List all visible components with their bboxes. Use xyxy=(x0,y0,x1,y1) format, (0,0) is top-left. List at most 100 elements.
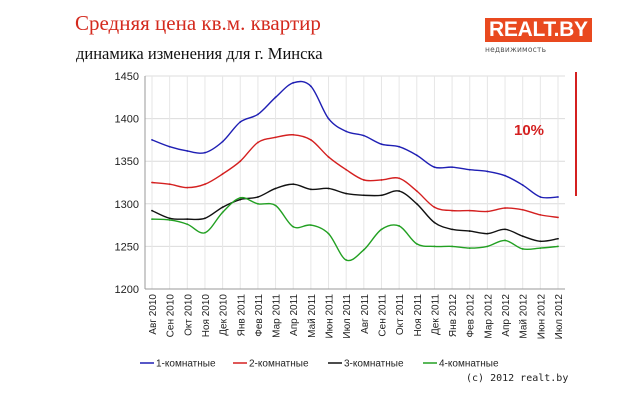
x-tick-label: Окт 2011 xyxy=(395,294,406,336)
data-point xyxy=(274,204,277,207)
x-tick-label: Окт 2010 xyxy=(183,294,194,336)
data-point xyxy=(274,136,277,139)
x-tick-label: Ноя 2010 xyxy=(201,294,212,338)
data-point xyxy=(380,143,383,146)
data-point xyxy=(468,168,471,171)
data-point xyxy=(362,179,365,181)
data-point xyxy=(345,168,348,171)
data-point xyxy=(186,223,189,226)
data-point xyxy=(204,231,206,234)
series-lines xyxy=(151,80,559,262)
data-point xyxy=(327,187,330,190)
data-point xyxy=(327,232,330,235)
x-tick-label: Авг 2010 xyxy=(148,294,159,335)
x-tick-label: Фев 2012 xyxy=(466,294,477,338)
series-line-4 xyxy=(151,196,559,262)
y-tick-label: 1300 xyxy=(115,199,139,211)
data-point xyxy=(451,228,453,231)
logo-name: REALT.BY xyxy=(485,18,592,42)
legend-label: 3-комнатные xyxy=(344,359,404,370)
x-tick-label: Фев 2011 xyxy=(254,294,265,337)
data-point xyxy=(415,154,418,157)
data-point xyxy=(204,151,206,154)
data-point xyxy=(398,177,401,180)
x-tick-label: Мар 2012 xyxy=(483,294,494,339)
data-point xyxy=(521,184,524,186)
data-point xyxy=(239,160,242,163)
data-point xyxy=(257,113,259,116)
data-point xyxy=(398,190,401,192)
data-point xyxy=(539,213,542,216)
data-point xyxy=(168,219,171,221)
data-point xyxy=(415,242,418,245)
data-point xyxy=(468,209,471,212)
x-tick-label: Дек 2010 xyxy=(219,294,230,336)
data-point xyxy=(274,96,277,99)
y-tick-label: 1350 xyxy=(115,156,139,168)
data-point xyxy=(398,225,401,227)
data-point xyxy=(274,187,277,190)
data-point xyxy=(292,183,295,186)
legend-label: 2-комнатные xyxy=(249,359,309,370)
legend-label: 1-комнатные xyxy=(156,359,216,370)
data-point xyxy=(186,218,189,221)
data-point xyxy=(468,247,471,250)
data-point xyxy=(309,85,312,88)
chart-title: Средняя цена кв.м. квартир xyxy=(75,11,321,35)
data-point xyxy=(504,239,506,242)
legend-label: 4-комнатные xyxy=(439,359,499,370)
data-point xyxy=(221,206,224,209)
data-point xyxy=(327,117,330,120)
data-point xyxy=(309,224,312,227)
data-point xyxy=(257,202,259,205)
x-tick-label: Май 2011 xyxy=(307,294,318,338)
data-point xyxy=(257,141,259,144)
x-axis: Авг 2010 Сен 2010 Окт 2010 Ноя 2010 Дек 2010… xyxy=(145,288,565,340)
series-line-3 xyxy=(151,183,559,243)
data-point xyxy=(345,130,348,133)
data-point xyxy=(362,134,365,137)
data-point xyxy=(486,245,489,248)
data-point xyxy=(221,140,224,143)
y-tick-label: 1400 xyxy=(115,114,139,126)
realt-logo[interactable]: REALT.BY недвижимость xyxy=(485,18,592,60)
data-point xyxy=(521,208,524,211)
data-point xyxy=(557,237,559,240)
data-point xyxy=(292,225,295,228)
data-point xyxy=(521,235,524,238)
plot-area xyxy=(145,76,565,289)
data-point xyxy=(168,183,171,186)
x-tick-label: Сен 2010 xyxy=(166,294,177,338)
data-point xyxy=(327,156,330,158)
x-tick-label: Июл 2012 xyxy=(554,294,565,340)
x-tick-label: Сен 2011 xyxy=(377,294,388,337)
data-point xyxy=(504,174,506,177)
annotation-label: 10% xyxy=(514,122,544,139)
data-point xyxy=(292,133,295,136)
data-point xyxy=(345,192,348,195)
logo-tagline: недвижимость xyxy=(485,45,547,54)
data-point xyxy=(398,145,401,148)
data-point xyxy=(309,188,312,191)
data-point xyxy=(151,209,153,212)
data-point xyxy=(186,150,189,152)
chart-subtitle: динамика изменения для г. Минска xyxy=(76,44,323,63)
data-point xyxy=(204,183,206,186)
data-point xyxy=(257,196,259,198)
series-line-1 xyxy=(151,80,559,199)
data-point xyxy=(151,139,153,141)
data-point xyxy=(521,248,524,250)
y-axis: 1200 1250 1300 1350 1400 1450 xyxy=(115,71,146,296)
data-point xyxy=(504,207,506,209)
data-point xyxy=(151,218,153,221)
legend: 1-комнатные 2-комнатные 3-комнатные 4-комна… xyxy=(140,359,499,370)
data-point xyxy=(539,196,542,198)
y-tick-label: 1250 xyxy=(115,241,139,253)
data-point xyxy=(451,209,453,212)
data-point xyxy=(204,217,206,220)
data-point xyxy=(362,248,365,251)
data-point xyxy=(468,230,471,232)
data-point xyxy=(239,198,242,201)
data-point xyxy=(292,81,295,84)
